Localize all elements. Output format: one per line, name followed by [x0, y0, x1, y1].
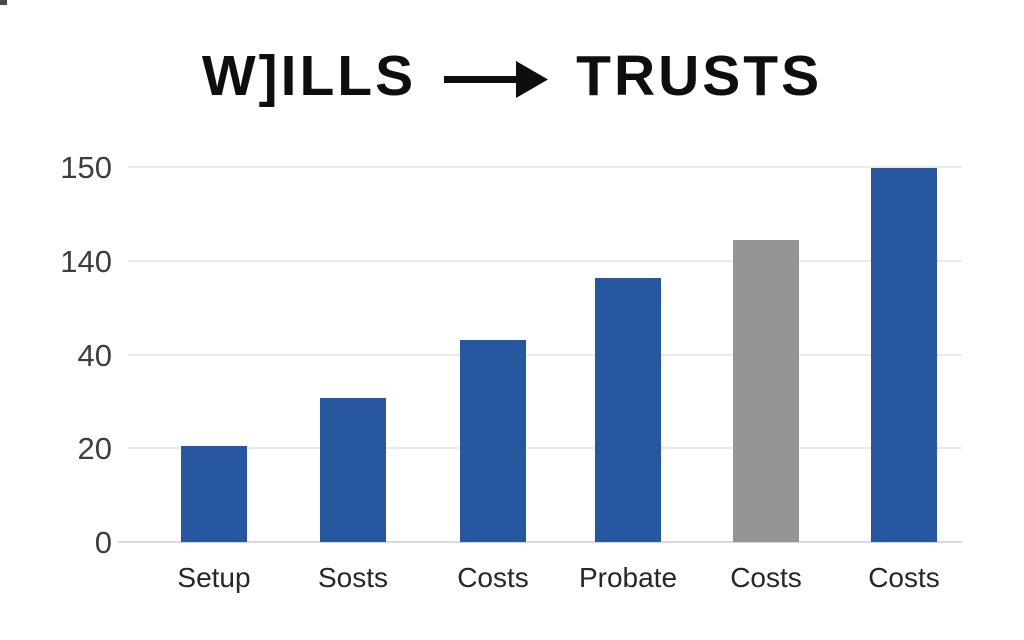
- gridline-150: [128, 166, 962, 168]
- bar-5-costs: [733, 240, 799, 542]
- x-axis-category-label-3: Costs: [457, 562, 529, 593]
- y-axis-tick-label-20: 20: [77, 431, 112, 467]
- y-axis-tick-label-40: 40: [77, 337, 112, 373]
- bar-1-setup: [181, 446, 247, 542]
- title-wills-text: W]ILLS: [201, 44, 417, 108]
- bar-3-costs: [460, 339, 526, 542]
- y-axis-tick-label-150: 150: [60, 150, 112, 185]
- y-axis-tick-label-0: 0: [94, 525, 112, 560]
- bar-2-sosts: [320, 398, 386, 542]
- x-axis-category-label-5: Costs: [730, 562, 802, 593]
- title-trusts-text: TRUSTS: [576, 44, 823, 108]
- x-axis-category-label-4: Probate: [578, 562, 678, 593]
- gridline-140: [128, 259, 962, 262]
- x-axis-category-label-1: Setup: [177, 562, 251, 593]
- right-arrow-icon: [444, 60, 549, 98]
- gridline-20: [128, 447, 962, 450]
- gridline-0: [118, 541, 962, 543]
- bar-6-costs: [871, 168, 937, 542]
- bar-4-probate: [595, 278, 661, 542]
- chart-title: W]ILLS TRUSTS: [0, 48, 1024, 105]
- gridline-40: [128, 353, 962, 356]
- corner-artifact: [0, 0, 7, 5]
- x-axis-category-label-6: Costs: [868, 562, 940, 593]
- y-axis-tick-label-140: 140: [60, 243, 112, 279]
- x-axis-category-label-2: Sosts: [317, 562, 389, 593]
